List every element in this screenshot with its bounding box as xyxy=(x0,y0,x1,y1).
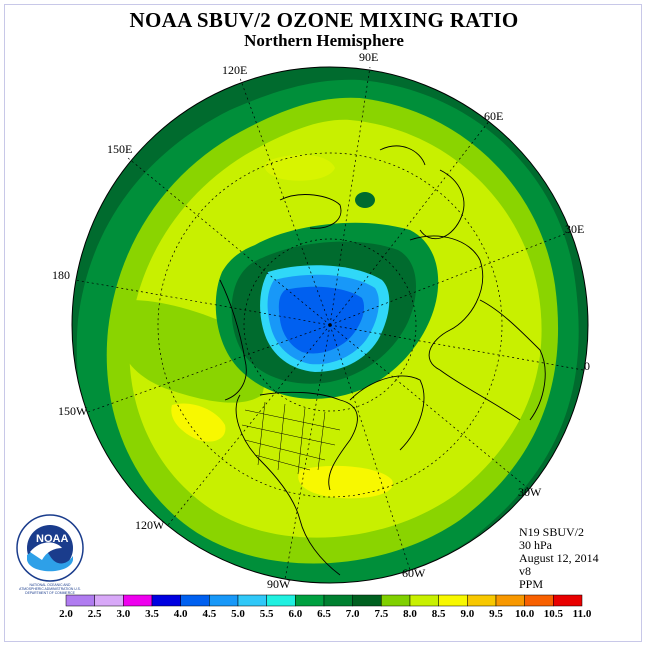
colorbar-tick-label: 8.0 xyxy=(403,608,417,620)
lon-label-90w: 90W xyxy=(267,577,291,591)
lon-label-0: 0 xyxy=(584,359,590,373)
lon-label-30e: 30E xyxy=(565,222,585,236)
colorbar-swatch xyxy=(209,594,239,607)
colorbar-tick-label: 6.0 xyxy=(288,608,303,620)
page-subtitle: Northern Hemisphere xyxy=(244,31,404,50)
info-level: 30 hPa xyxy=(519,538,552,552)
lon-label-120e: 120E xyxy=(222,63,248,77)
colorbar-tick-label: 6.5 xyxy=(317,608,331,620)
colorbar-tick-label: 10.0 xyxy=(515,608,535,620)
colorbar-swatch xyxy=(524,594,554,607)
info-units: PPM xyxy=(519,577,544,591)
coastlines xyxy=(219,145,546,576)
graticule xyxy=(74,66,584,581)
colorbar-tick-label: 7.0 xyxy=(345,608,360,620)
colorbar-swatch xyxy=(237,594,267,607)
colorbar-swatch xyxy=(94,594,124,607)
colorbar-swatch xyxy=(352,594,382,607)
figure-frame xyxy=(4,4,642,642)
colorbar-swatch xyxy=(65,594,95,607)
contour-8-5-atlantic xyxy=(298,465,393,499)
lon-label-180: 180 xyxy=(52,268,70,282)
us-state-lines xyxy=(241,401,341,475)
lon-label-150e: 150E xyxy=(107,142,133,156)
colorbar-tick-label: 2.0 xyxy=(59,608,73,620)
lon-label-60w: 60W xyxy=(402,566,426,580)
info-instrument: N19 SBUV/2 xyxy=(519,525,585,539)
colorbar-tick-label: 5.5 xyxy=(259,608,274,620)
colorbar-tick-label: 5.0 xyxy=(231,608,245,620)
colorbar-tick-label: 9.0 xyxy=(460,608,475,620)
colorbar-swatch xyxy=(295,594,325,607)
contour-8-patch xyxy=(264,154,335,181)
colorbar-swatch xyxy=(438,594,468,607)
lon-label-90e: 90E xyxy=(359,50,379,64)
colorbar-swatch xyxy=(495,594,525,607)
colorbar-tick-label: 7.5 xyxy=(374,608,389,620)
colorbar-swatch xyxy=(323,594,353,607)
colorbar-tick-label: 2.5 xyxy=(87,608,102,620)
map-border xyxy=(71,66,589,584)
colorbar-swatch xyxy=(381,594,411,607)
contour-small-patch xyxy=(355,192,375,208)
lon-label-60e: 60E xyxy=(484,109,504,123)
colorbar-tick-label: 9.5 xyxy=(489,608,503,620)
info-date: August 12, 2014 xyxy=(519,551,599,565)
colorbar-swatch xyxy=(409,594,439,607)
colorbar-tick-label: 3.0 xyxy=(116,608,131,620)
info-version: v8 xyxy=(519,564,531,578)
colorbar-tick-label: 4.0 xyxy=(173,608,188,620)
lon-label-150w: 150W xyxy=(58,404,88,418)
info-panel: N19 SBUV/2 30 hPa August 12, 2014 v8 PPM xyxy=(519,526,599,591)
colorbar-tick-label: 3.5 xyxy=(145,608,159,620)
lon-label-30w: 30W xyxy=(518,485,542,499)
logo-ring-text: NATIONAL OCEANIC AND ATMOSPHERIC ADMINIS… xyxy=(19,583,81,595)
colorbar-tick-label: 8.5 xyxy=(431,608,446,620)
colorbar-swatch xyxy=(151,594,181,607)
contour-4-5 xyxy=(278,286,365,354)
colorbar-tick-label: 10.5 xyxy=(543,608,563,620)
contour-8-5-pacific xyxy=(171,403,226,442)
noaa-logo xyxy=(16,514,84,582)
colorbar-swatch xyxy=(180,594,210,607)
colorbar-tick-label: 11.0 xyxy=(572,608,592,620)
logo-text: NOAA xyxy=(36,533,69,545)
colorbar-swatch xyxy=(553,594,583,607)
colorbar xyxy=(65,594,583,607)
colorbar-tick-label: 4.5 xyxy=(202,608,217,620)
colorbar-swatch xyxy=(467,594,497,607)
lon-label-120w: 120W xyxy=(135,518,165,532)
colorbar-swatch xyxy=(123,594,153,607)
colorbar-swatch xyxy=(266,594,296,607)
page-title: NOAA SBUV/2 OZONE MIXING RATIO xyxy=(129,8,519,32)
